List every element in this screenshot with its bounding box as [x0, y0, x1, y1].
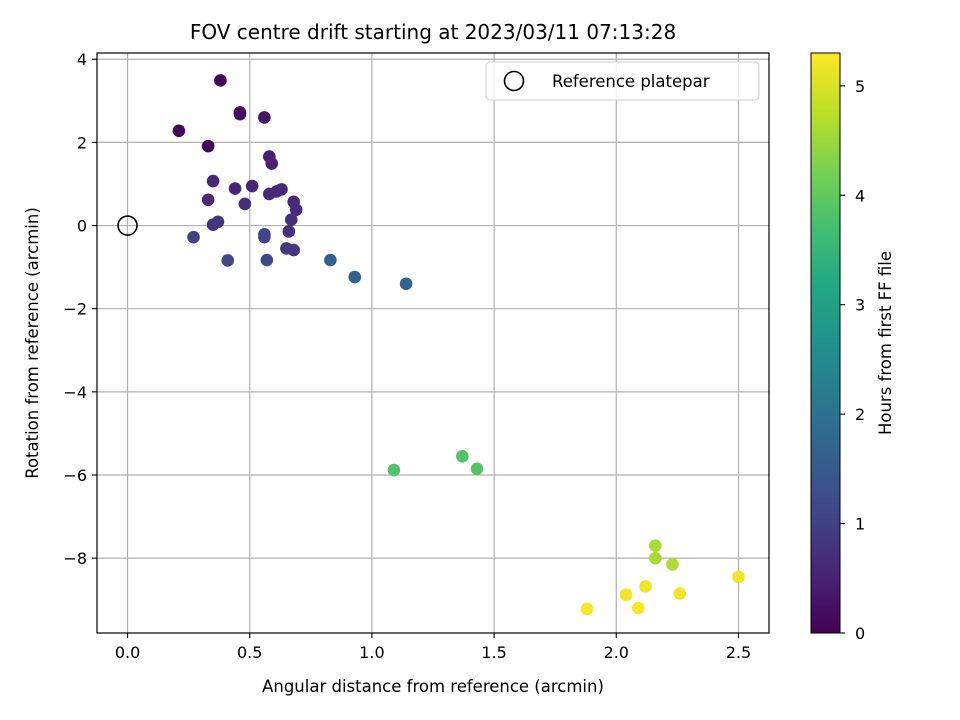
colorbar-gradient [810, 52, 841, 634]
data-point [258, 111, 271, 124]
y-tick-label: 2 [77, 133, 87, 152]
data-point [666, 558, 679, 571]
data-point [284, 213, 298, 227]
data-point [282, 225, 296, 238]
data-point [631, 601, 645, 615]
data-point [258, 230, 271, 244]
data-point [221, 254, 235, 267]
y-tick-label: 4 [77, 50, 87, 69]
data-points [172, 74, 745, 616]
legend: Reference platepar [485, 61, 760, 101]
data-point [580, 602, 594, 616]
data-point [348, 270, 362, 284]
colorbar-tick-label: 5 [855, 77, 865, 96]
x-tick-label: 0.0 [115, 643, 140, 662]
x-axis-label: Angular distance from reference (arcmin) [262, 677, 604, 696]
x-tick-label: 2.0 [604, 643, 629, 662]
data-point [673, 587, 687, 600]
colorbar-label: Hours from first FF file [876, 251, 895, 435]
colorbar-tick-label: 2 [855, 405, 865, 424]
plot-frame [96, 52, 770, 634]
legend-marker-icon [503, 70, 525, 92]
data-point [324, 253, 337, 267]
data-point [206, 174, 220, 188]
data-point [639, 580, 652, 593]
data-point [470, 462, 484, 476]
data-point [233, 107, 247, 121]
data-point [214, 74, 227, 87]
data-point [228, 182, 242, 195]
y-tick-label: −4 [63, 383, 87, 402]
data-point [387, 463, 401, 477]
data-point [260, 253, 274, 267]
legend-label: Reference platepar [552, 72, 710, 91]
data-point [211, 215, 225, 229]
data-point [289, 203, 303, 217]
data-point [456, 449, 469, 463]
data-point [265, 157, 279, 170]
y-tick-label: −8 [63, 549, 87, 568]
colorbar-tick-label: 4 [855, 186, 865, 205]
chart-title: FOV centre drift starting at 2023/03/11 … [190, 20, 676, 44]
colorbar-tick-label: 0 [855, 624, 865, 643]
colorbar: 0 1 2 3 4 5 Hours from first FF file [810, 52, 895, 643]
data-point [238, 197, 252, 211]
x-tick-label: 2.5 [726, 643, 751, 662]
data-point [399, 277, 413, 291]
data-point [187, 230, 200, 244]
grid-lines [97, 53, 769, 633]
data-point [649, 551, 662, 565]
data-point [201, 139, 215, 153]
y-axis-ticks: −8 −6 −4 −2 0 2 4 [63, 50, 97, 568]
data-point [649, 539, 662, 552]
x-tick-label: 1.5 [481, 643, 506, 662]
colorbar-ticks: 0 1 2 3 4 5 [840, 77, 865, 643]
y-axis-label: Rotation from reference (arcmin) [23, 207, 42, 479]
y-tick-label: −6 [63, 466, 87, 485]
reference-platepar-marker [117, 215, 138, 236]
y-tick-label: −2 [63, 300, 87, 319]
x-tick-label: 0.5 [237, 643, 262, 662]
colorbar-tick-label: 1 [855, 515, 865, 534]
colorbar-tick-label: 3 [855, 296, 865, 315]
data-point [732, 570, 745, 584]
data-point [287, 243, 301, 257]
data-point [172, 124, 186, 138]
data-point [619, 588, 633, 602]
x-axis-ticks: 0.0 0.5 1.0 1.5 2.0 2.5 [115, 633, 751, 662]
legend-box [485, 61, 760, 101]
data-point [275, 183, 288, 196]
y-tick-label: 0 [77, 217, 87, 236]
data-point [201, 193, 215, 207]
data-point [245, 179, 259, 193]
x-tick-label: 1.0 [359, 643, 384, 662]
